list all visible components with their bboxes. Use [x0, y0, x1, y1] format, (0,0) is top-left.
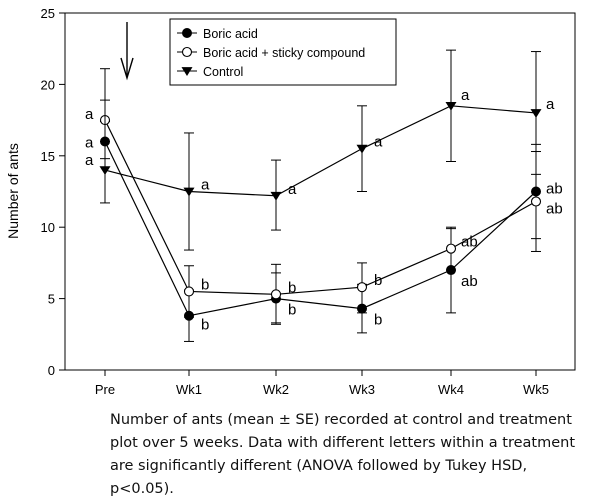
- data-point: [183, 187, 195, 197]
- legend: Boric acid Boric acid + sticky compound Co…: [169, 18, 397, 86]
- x-axis: Pre Wk1 Wk2 Wk3 Wk4 Wk5: [95, 370, 549, 397]
- caption-line-2: plot over 5 weeks. Data with different l…: [110, 435, 576, 451]
- legend-item: Control: [177, 65, 243, 79]
- caption-line-1: Number of ants (mean ± SE) recorded at c…: [110, 412, 572, 428]
- plot-frame: [64, 12, 576, 371]
- legend-item: Boric acid: [177, 27, 258, 41]
- y-axis: 0 5 10 15 20 25: [41, 6, 65, 378]
- data-point: [183, 286, 195, 297]
- significance-letter: a: [85, 152, 94, 169]
- y-tick-label: 20: [41, 77, 55, 92]
- x-tick-label: Wk2: [263, 382, 289, 397]
- series-layer: [99, 49, 542, 342]
- y-axis-label: Number of ants: [5, 143, 21, 239]
- y-tick-label: 5: [48, 292, 55, 307]
- x-tick-label: Wk4: [438, 382, 464, 397]
- y-tick-label: 0: [48, 363, 55, 378]
- data-point: [270, 191, 282, 201]
- series-1: [100, 121, 541, 342]
- significance-letter: a: [85, 135, 94, 152]
- data-point: [530, 109, 542, 118]
- significance-letter: b: [288, 302, 296, 319]
- data-point: [445, 101, 457, 111]
- legend-item: Boric acid + sticky compound: [177, 46, 365, 60]
- significance-letter: b: [374, 312, 382, 329]
- significance-letter: b: [201, 317, 209, 334]
- down-arrow-icon: [120, 22, 134, 81]
- data-point: [270, 289, 282, 300]
- x-tick-label: Wk1: [176, 382, 202, 397]
- y-tick-label: 25: [41, 6, 55, 21]
- significance-letter: ab: [546, 200, 563, 217]
- significance-letter: a: [85, 106, 94, 123]
- legend-marker: [182, 28, 192, 38]
- data-point: [530, 196, 542, 207]
- x-tick-label: Wk5: [523, 382, 549, 397]
- legend-marker: [181, 46, 193, 58]
- data-point: [445, 243, 457, 254]
- significance-letter: a: [201, 177, 210, 194]
- x-tick-label: Wk3: [349, 382, 375, 397]
- significance-letter: a: [546, 96, 555, 113]
- significance-letter: a: [288, 181, 297, 198]
- significance-letter: b: [201, 276, 209, 293]
- data-point: [99, 166, 111, 176]
- significance-letter: b: [374, 272, 382, 289]
- series-3: [99, 49, 542, 251]
- legend-label: Boric acid: [203, 27, 258, 41]
- legend-label: Boric acid + sticky compound: [203, 46, 365, 60]
- legend-marker: [181, 67, 193, 76]
- figure-caption: Number of ants (mean ± SE) recorded at c…: [110, 409, 580, 501]
- significance-letter: ab: [461, 234, 478, 251]
- legend-box: [169, 18, 397, 86]
- y-tick-label: 10: [41, 220, 55, 235]
- caption-line-3: are significantly different (ANOVA follo…: [110, 458, 528, 497]
- y-tick-label: 15: [41, 149, 55, 164]
- chart: 0 5 10 15 20 25 Pre Wk1 Wk2 Wk3 Wk4 Wk5 Number of …: [5, 6, 576, 397]
- series-line: [104, 141, 537, 317]
- data-point: [356, 282, 368, 293]
- series-line: [104, 119, 537, 295]
- legend-label: Control: [203, 65, 243, 79]
- significance-letter: b: [288, 279, 296, 296]
- data-point: [356, 144, 368, 154]
- significance-letter: ab: [461, 273, 478, 290]
- x-tick-label: Pre: [95, 382, 115, 397]
- significance-letter: a: [374, 134, 383, 151]
- significance-letter: a: [461, 87, 470, 104]
- significance-letter: ab: [546, 181, 563, 198]
- series-line: [104, 105, 537, 197]
